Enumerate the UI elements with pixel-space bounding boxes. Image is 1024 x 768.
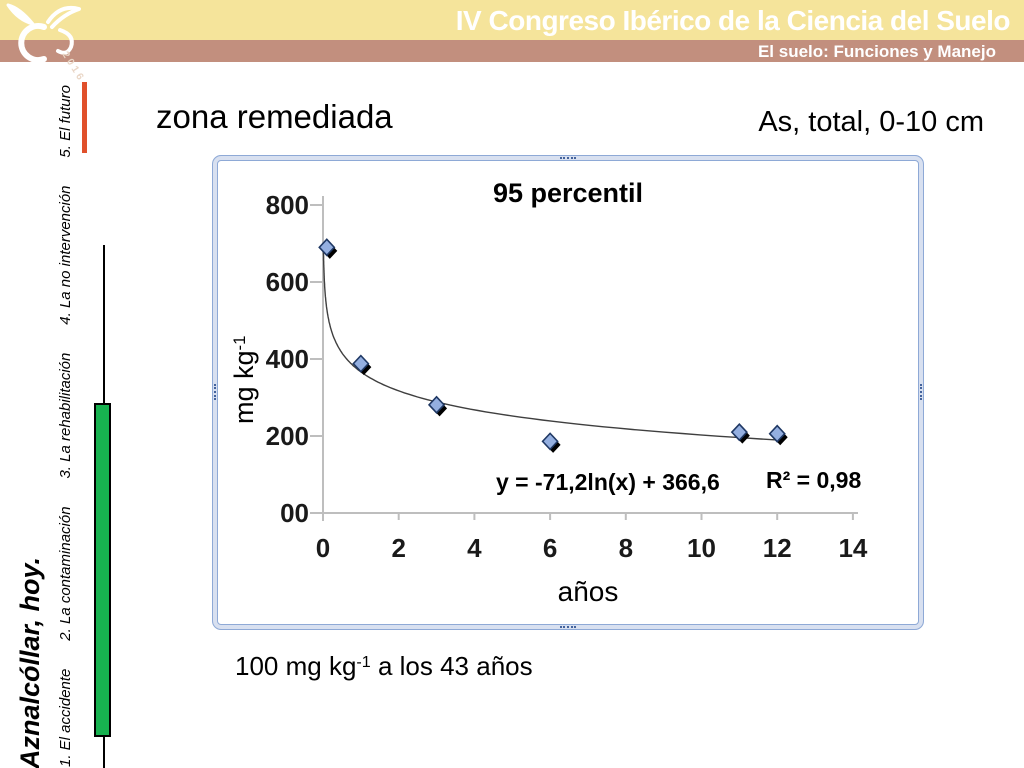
svg-text:6: 6 [543,533,557,563]
footnote: 100 mg kg-1 a los 43 años [235,651,533,681]
y-axis-title-exponent: -1 [229,335,249,351]
nav-item-contaminacion: 2. La contaminación [57,506,74,641]
svg-text:4: 4 [467,533,482,563]
timeline-green-bar [94,403,111,737]
nav-item-no-intervencion: 4. La no intervención [57,185,74,325]
frame-ornament-right [920,384,922,400]
svg-text:0: 0 [316,533,330,563]
chart-frame: 800 600 400 200 00 0 2 4 6 8 10 12 14 95 percentil y… [212,155,924,630]
r-squared-label: R² = 0,98 [766,467,862,493]
nav-item-accidente: 1. El accidente [57,668,74,767]
nav-item-rehabilitacion: 3. La rehabilitación [57,352,74,479]
x-axis-title: años [557,576,619,607]
logo-year: 2016 [59,50,86,85]
svg-text:600: 600 [266,267,309,297]
svg-text:00: 00 [280,498,309,528]
svg-text:10: 10 [687,533,716,563]
section-title: zona remediada [156,98,393,135]
sidebar-title: Aznalcóllar, hoy. [15,556,45,768]
svg-text:8: 8 [619,533,633,563]
frame-ornament-bottom [560,626,576,628]
svg-text:14: 14 [838,533,867,563]
nav-item-futuro: 5. El futuro [57,85,74,158]
trendline-equation: y = -71,2ln(x) + 366,6 [496,469,720,495]
y-axis-title: mg kg-1 [229,335,259,424]
footnote-exponent: -1 [356,652,371,671]
agenda-nav: 1. El accidente 2. La contaminación 3. L… [57,85,79,767]
header-band-yellow [0,0,1024,40]
current-section-marker [82,82,87,153]
svg-text:12: 12 [763,533,792,563]
svg-text:200: 200 [266,421,309,451]
chart-title: 95 percentil [492,178,644,208]
congress-logo-icon: 2016 [6,3,87,85]
header-band-mauve [0,40,1024,62]
congress-title: IV Congreso Ibérico de la Ciencia del Su… [455,5,1011,36]
frame-ornament-top [560,157,576,159]
svg-text:2: 2 [391,533,405,563]
svg-text:400: 400 [266,344,309,374]
measure-label: As, total, 0-10 cm [758,106,984,138]
congress-subtitle: El suelo: Funciones y Manejo [757,42,996,61]
frame-ornament-left [214,384,216,400]
